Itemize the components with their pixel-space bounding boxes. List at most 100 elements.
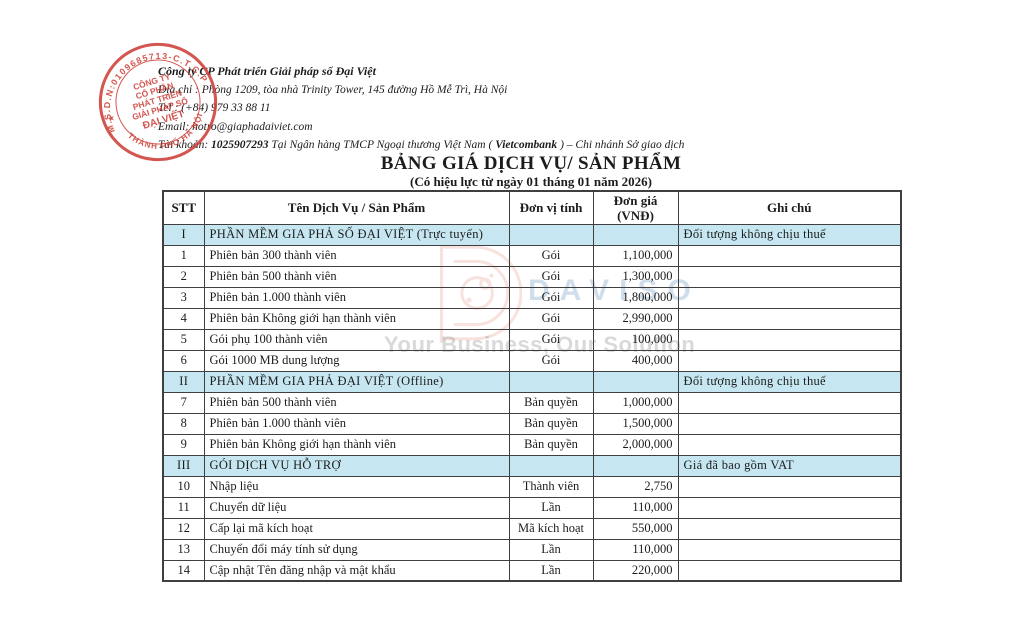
cell-price: 2,000,000 xyxy=(592,433,679,456)
cell-unit: Gói xyxy=(508,265,594,288)
cell-price: 1,100,000 xyxy=(592,244,679,267)
cell-name: PHẦN MỀM GIA PHẢ ĐẠI VIỆT (Offline) xyxy=(203,370,510,393)
cell-unit: Gói xyxy=(508,244,594,267)
cell-name: Phiên bản Không giới hạn thành viên xyxy=(203,433,510,456)
price-table-head: STT Tên Dịch Vụ / Sản Phẩm Đơn vị tính Đơn … xyxy=(162,190,902,225)
cell-note xyxy=(677,328,902,351)
cell-unit: Gói xyxy=(508,286,594,309)
cell-name: Phiên bản 1.000 thành viên xyxy=(203,412,510,435)
cell-price: 2,750 xyxy=(592,475,679,498)
column-header: Ghi chú xyxy=(677,190,902,225)
cell-price: 550,000 xyxy=(592,517,679,540)
price-table: STT Tên Dịch Vụ / Sản Phẩm Đơn vị tính Đơn … xyxy=(162,190,902,582)
table-row: 6 Gói 1000 MB dung lượng Gói 400,000 xyxy=(162,349,902,372)
cell-stt: I xyxy=(162,223,205,246)
cell-note xyxy=(677,391,902,414)
cell-name: Gói 1000 MB dung lượng xyxy=(203,349,510,372)
cell-unit: Gói xyxy=(508,328,594,351)
company-name: Công ty CP Phát triển Giải pháp số Đại V… xyxy=(158,64,376,78)
cell-note xyxy=(677,412,902,435)
cell-stt: 14 xyxy=(162,559,205,582)
cell-price: 110,000 xyxy=(592,496,679,519)
cell-name: Chuyển đổi máy tính sử dụng xyxy=(203,538,510,561)
cell-name: Cấp lại mã kích hoạt xyxy=(203,517,510,540)
cell-unit: Bản quyền xyxy=(508,412,594,435)
table-row: 12 Cấp lại mã kích hoạt Mã kích hoạt 550,00… xyxy=(162,517,902,540)
cell-unit xyxy=(508,370,594,393)
cell-price xyxy=(592,223,679,246)
cell-price: 110,000 xyxy=(592,538,679,561)
cell-unit: Gói xyxy=(508,349,594,372)
column-header: STT xyxy=(162,190,205,225)
document-subtitle: (Có hiệu lực từ ngày 01 tháng 01 năm 202… xyxy=(409,174,653,189)
cell-stt: 10 xyxy=(162,475,205,498)
cell-name: Phiên bản 500 thành viên xyxy=(203,265,510,288)
header-row: STT Tên Dịch Vụ / Sản Phẩm Đơn vị tính Đơn … xyxy=(162,190,902,225)
table-row: 14 Cập nhật Tên đăng nhập và mật khẩu Lần 2… xyxy=(162,559,902,582)
company-info: Công ty CP Phát triển Giải pháp số Đại V… xyxy=(158,62,684,155)
cell-unit: Bản quyền xyxy=(508,433,594,456)
cell-price: 400,000 xyxy=(592,349,679,372)
cell-stt: 13 xyxy=(162,538,205,561)
table-row: 3 Phiên bản 1.000 thành viên Gói 1,800,000 xyxy=(162,286,902,309)
cell-note xyxy=(677,475,902,498)
column-header: Đơn vị tính xyxy=(508,190,594,225)
table-row: 9 Phiên bản Không giới hạn thành viên Bản … xyxy=(162,433,902,456)
cell-note xyxy=(677,496,902,519)
company-email: Email: hotro@giaphadaiviet.com xyxy=(158,120,313,133)
account-bank-text: Tại Ngân hàng TMCP Ngoại thương Việt Nam… xyxy=(268,139,496,151)
account-branch-text: ) – Chi nhánh Sở giao dịch xyxy=(557,139,685,151)
cell-stt: 9 xyxy=(162,433,205,456)
cell-note xyxy=(677,307,902,330)
column-header: Tên Dịch Vụ / Sản Phẩm xyxy=(203,190,510,225)
cell-stt: 2 xyxy=(162,265,205,288)
account-label: Tài khoản: xyxy=(158,139,212,151)
bank-name: Vietcombank xyxy=(495,139,558,151)
cell-price xyxy=(592,370,679,393)
cell-name: Phiên bản 300 thành viên xyxy=(203,244,510,267)
cell-note xyxy=(677,265,902,288)
column-header: Đơn giá (VNĐ) xyxy=(592,190,679,225)
cell-price: 1,500,000 xyxy=(592,412,679,435)
cell-note xyxy=(677,433,902,456)
cell-name: Cập nhật Tên đăng nhập và mật khẩu xyxy=(203,559,510,582)
table-row: 7 Phiên bản 500 thành viên Bản quyền 1,000,… xyxy=(162,391,902,414)
cell-name: Chuyển dữ liệu xyxy=(203,496,510,519)
cell-price: 1,800,000 xyxy=(592,286,679,309)
cell-unit: Thành viên xyxy=(508,475,594,498)
cell-stt: 12 xyxy=(162,517,205,540)
table-row: 11 Chuyển dữ liệu Lần 110,000 xyxy=(162,496,902,519)
price-table-body: I PHẦN MỀM GIA PHẢ SỐ ĐẠI VIỆT (Trực tuyế… xyxy=(162,223,902,582)
cell-stt: 1 xyxy=(162,244,205,267)
cell-note xyxy=(677,559,902,582)
cell-unit: Lần xyxy=(508,496,594,519)
cell-name: PHẦN MỀM GIA PHẢ SỐ ĐẠI VIỆT (Trực tuyến… xyxy=(203,223,510,246)
cell-stt: III xyxy=(162,454,205,477)
cell-note xyxy=(677,517,902,540)
section-row: II PHẦN MỀM GIA PHẢ ĐẠI VIỆT (Offline) Đối… xyxy=(162,370,902,393)
seal-star-icon: ★ xyxy=(106,112,117,124)
cell-name: Phiên bản 500 thành viên xyxy=(203,391,510,414)
document-title: BẢNG GIÁ DỊCH VỤ/ SẢN PHẨM xyxy=(380,153,682,174)
cell-note: Đối tượng không chịu thuế xyxy=(677,223,902,246)
table-row: 8 Phiên bản 1.000 thành viên Bản quyền 1,50… xyxy=(162,412,902,435)
table-row: 2 Phiên bản 500 thành viên Gói 1,300,000 xyxy=(162,265,902,288)
table-row: 5 Gói phụ 100 thành viên Gói 100,000 xyxy=(162,328,902,351)
bank-account-line: Tài khoản: 1025907293 Tại Ngân hàng TMCP… xyxy=(158,136,684,155)
cell-stt: 3 xyxy=(162,286,205,309)
cell-name: Nhập liệu xyxy=(203,475,510,498)
cell-note xyxy=(677,538,902,561)
company-tel: Tel : (+84) 979 33 88 11 xyxy=(158,102,271,114)
cell-price: 1,300,000 xyxy=(592,265,679,288)
table-row: 4 Phiên bản Không giới hạn thành viên Gói 2… xyxy=(162,307,902,330)
cell-unit: Lần xyxy=(508,559,594,582)
cell-stt: 8 xyxy=(162,412,205,435)
cell-price: 1,000,000 xyxy=(592,391,679,414)
cell-unit: Bản quyền xyxy=(508,391,594,414)
cell-name: Gói phụ 100 thành viên xyxy=(203,328,510,351)
cell-price: 2,990,000 xyxy=(592,307,679,330)
cell-stt: 11 xyxy=(162,496,205,519)
section-row: I PHẦN MỀM GIA PHẢ SỐ ĐẠI VIỆT (Trực tuyế… xyxy=(162,223,902,246)
cell-unit: Mã kích hoạt xyxy=(508,517,594,540)
